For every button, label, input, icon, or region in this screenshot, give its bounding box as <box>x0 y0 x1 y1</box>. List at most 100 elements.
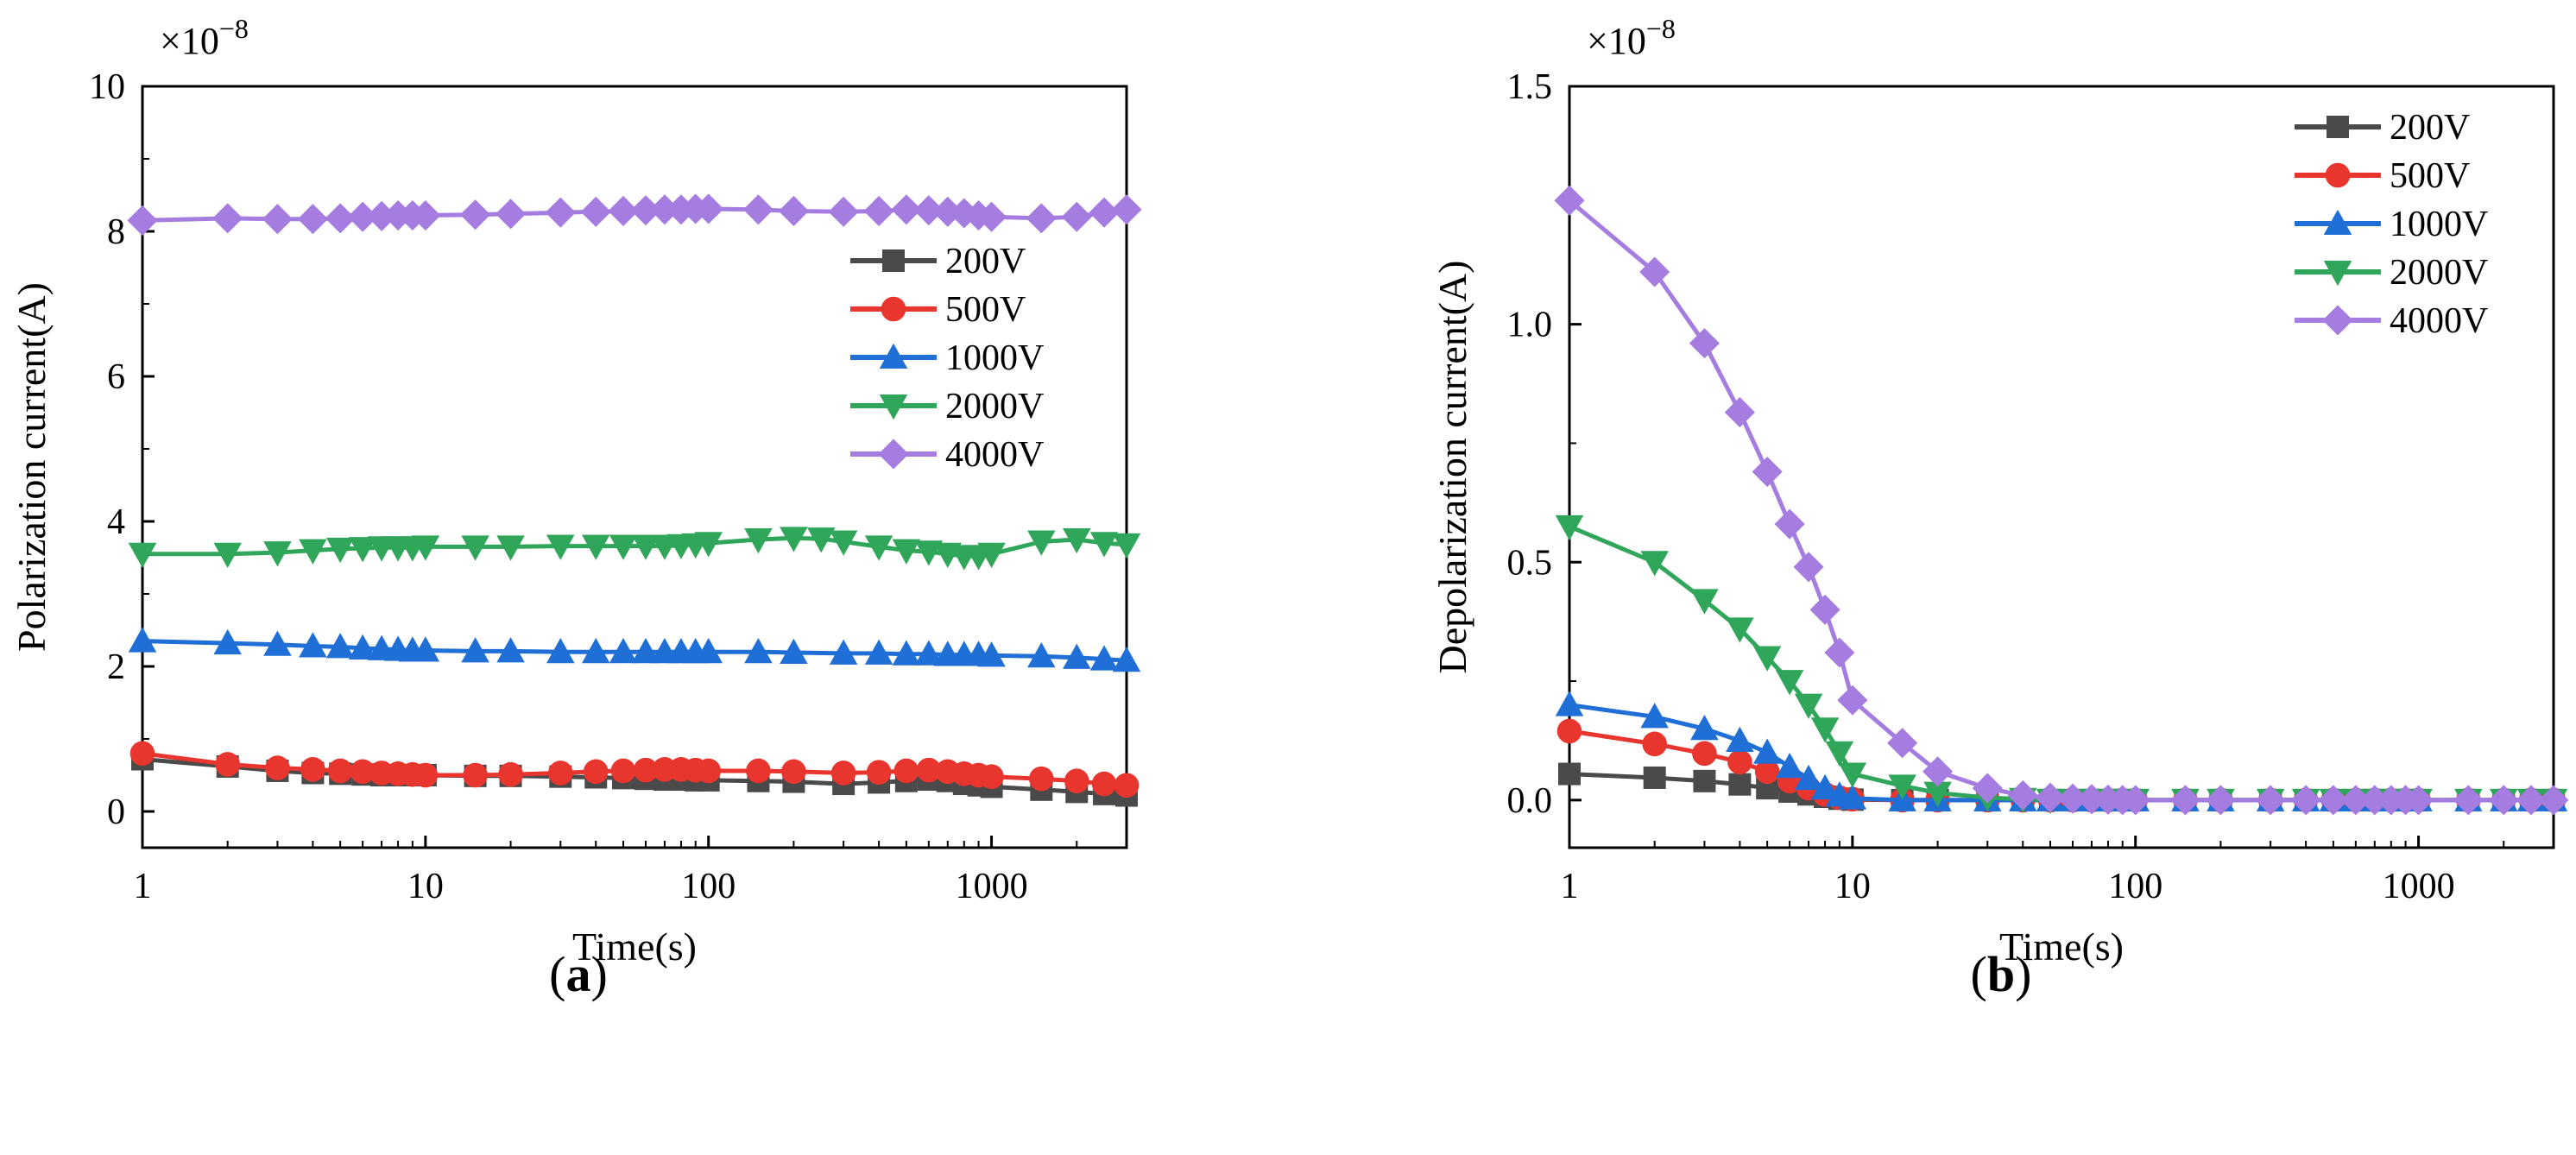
x-tick-label: 10 <box>407 867 444 906</box>
data-point <box>1064 768 1089 794</box>
data-point <box>1089 532 1119 558</box>
data-point <box>694 532 723 558</box>
data-point <box>977 542 1006 569</box>
data-point <box>1824 637 1855 668</box>
y-axis-title: Depolarization current(A) <box>1430 261 1474 674</box>
data-point <box>1726 726 1754 752</box>
data-point <box>1794 693 1823 719</box>
data-point <box>496 535 525 561</box>
data-point <box>411 636 440 662</box>
x-tick-label: 10 <box>1834 867 1871 906</box>
data-point <box>2057 783 2088 814</box>
data-point <box>1026 203 1057 234</box>
data-point <box>610 758 636 784</box>
data-point <box>461 535 489 561</box>
data-point <box>609 534 638 560</box>
data-point <box>1640 703 1669 729</box>
data-point <box>914 640 944 666</box>
data-point <box>212 203 243 234</box>
data-point <box>580 196 611 227</box>
data-point <box>2169 785 2200 816</box>
data-point <box>1555 514 1584 541</box>
data-point <box>1724 397 1755 428</box>
data-point <box>325 203 356 234</box>
data-point <box>413 762 439 788</box>
data-point <box>781 759 806 785</box>
chart-a: 1 10 100 1000 0 2 4 6 8 10 ×10−8 Time(s) Polarizatio… <box>9 13 1142 969</box>
data-point <box>1887 728 1918 759</box>
data-point <box>1825 741 1854 767</box>
series-4000V <box>1554 185 2569 816</box>
legend-label: 500V <box>945 290 1026 330</box>
data-point <box>1063 528 1091 554</box>
data-point <box>1809 594 1840 625</box>
data-point <box>649 194 680 225</box>
data-point <box>866 760 892 785</box>
data-point <box>463 762 488 788</box>
data-point <box>742 194 773 225</box>
data-point <box>1114 773 1140 798</box>
data-point <box>829 639 858 665</box>
series-500V <box>129 741 1140 798</box>
data-point <box>366 200 397 231</box>
data-point <box>1693 769 1716 792</box>
data-point <box>2403 785 2434 816</box>
data-point <box>1692 741 1717 767</box>
data-point <box>863 195 894 227</box>
data-point <box>830 761 856 786</box>
data-point <box>1554 185 1585 216</box>
data-point <box>780 527 808 552</box>
data-point <box>893 758 919 784</box>
chart-b: 1 10 100 1000 0.0 0.5 1.0 1.5 ×10−8 Time(s) Depola… <box>1430 13 2569 969</box>
data-point <box>1837 685 1868 716</box>
data-point <box>1727 749 1752 775</box>
panel-a-label: (a) <box>549 946 608 1002</box>
data-point <box>892 640 921 666</box>
data-point <box>891 194 922 225</box>
data-point <box>299 539 327 565</box>
data-point <box>696 758 722 784</box>
data-point <box>864 639 893 665</box>
data-point <box>977 641 1006 667</box>
data-point <box>461 637 489 663</box>
data-point <box>2290 785 2321 816</box>
data-point <box>262 204 293 235</box>
data-point <box>546 637 575 664</box>
data-point <box>1111 194 1142 225</box>
y-tick-label: 0 <box>107 792 125 832</box>
data-point <box>350 759 376 785</box>
data-point <box>1838 784 1867 810</box>
legend-label: 1000V <box>2390 205 2488 244</box>
y-tick-label: 4 <box>107 502 125 542</box>
data-point <box>2538 785 2569 816</box>
data-point <box>348 537 377 563</box>
data-point <box>609 637 638 664</box>
data-point <box>2205 785 2236 816</box>
data-point <box>913 195 944 226</box>
x-axis-title: Time(s) <box>572 925 697 969</box>
data-point <box>545 197 576 228</box>
data-point <box>128 542 157 569</box>
data-point <box>746 758 771 784</box>
data-point <box>347 201 378 232</box>
y-tick-label: 8 <box>107 212 125 252</box>
data-point <box>2359 785 2390 816</box>
data-point <box>127 205 158 236</box>
legend-marker <box>2322 305 2353 336</box>
data-point <box>2007 779 2038 811</box>
y-tick-label: 10 <box>89 67 125 107</box>
data-point <box>633 757 659 783</box>
data-point <box>1089 645 1119 671</box>
data-point <box>1888 774 1916 800</box>
data-point <box>325 537 355 564</box>
y-tick-label: 1.0 <box>1507 306 1553 345</box>
data-point <box>1063 643 1091 669</box>
data-point <box>263 541 292 567</box>
data-point <box>215 752 240 777</box>
data-point <box>128 627 157 653</box>
legend-marker <box>2325 162 2351 188</box>
data-point <box>1810 773 1840 800</box>
data-point <box>1972 773 2003 804</box>
data-point <box>1690 714 1719 741</box>
